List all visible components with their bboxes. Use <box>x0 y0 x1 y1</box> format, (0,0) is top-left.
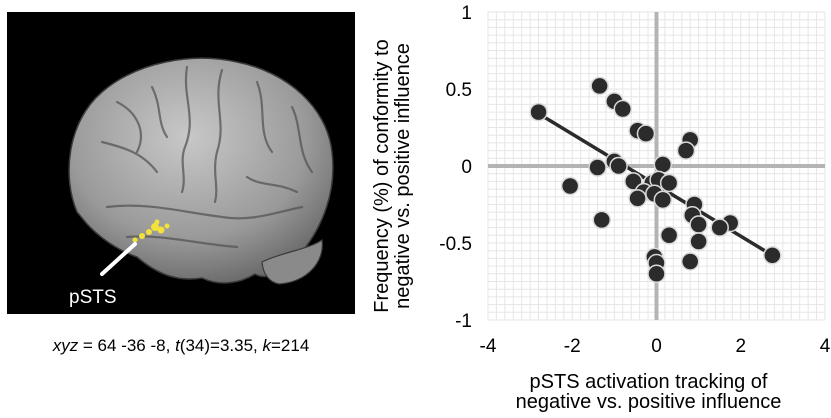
data-point <box>710 218 729 237</box>
sulci-lines <box>100 65 314 249</box>
data-point <box>763 246 782 265</box>
y-tick-label: 0 <box>461 157 472 178</box>
data-point <box>613 99 633 119</box>
x-tick-label: 0 <box>651 336 662 357</box>
data-point <box>680 252 700 271</box>
caption-cluster-size: =214 <box>271 336 310 355</box>
data-point <box>590 76 609 96</box>
data-point <box>592 210 611 230</box>
data-point <box>659 173 679 193</box>
brain-image-panel: pSTS <box>7 12 355 314</box>
data-point <box>689 232 708 251</box>
cortex-shape <box>68 57 334 284</box>
y-tick-label: -0.5 <box>439 234 472 255</box>
y-axis-label: negative vs. positive influence <box>392 43 414 309</box>
data-point <box>588 158 607 177</box>
data-point <box>529 102 548 122</box>
caption-var-xyz: xyz <box>52 336 79 355</box>
scatter-chart: -4 -2 0 2 4 1 0.5 0 -0.5 -1 pSTS activation track… <box>360 0 831 413</box>
caption-var-t: t <box>175 336 180 355</box>
data-point <box>636 124 656 143</box>
brain-lateral-view-icon: pSTS <box>68 57 334 308</box>
cerebellum-shape <box>261 238 323 285</box>
data-point <box>609 156 628 176</box>
caption-coords: = 64 -36 -8, <box>78 336 176 355</box>
data-point <box>653 190 673 210</box>
scatter-plot-svg: -4 -2 0 2 4 1 0.5 0 -0.5 -1 pSTS activation track… <box>371 3 831 413</box>
x-tick-label: -2 <box>564 336 581 357</box>
activation-cluster <box>132 219 170 243</box>
roi-pointer-line <box>100 242 137 276</box>
y-tick-label: 1 <box>461 3 472 24</box>
x-axis-label: negative vs. positive influence <box>516 391 782 413</box>
data-point <box>653 155 673 174</box>
x-tick-label: 4 <box>820 336 831 357</box>
x-axis-label: pSTS activation tracking of <box>530 371 768 393</box>
roi-label: pSTS <box>69 287 117 308</box>
data-point <box>676 141 696 160</box>
x-tick-label: -4 <box>480 336 497 357</box>
x-tick-label: 2 <box>735 336 746 357</box>
data-point <box>689 215 708 234</box>
data-point <box>628 189 647 208</box>
data-points <box>529 76 782 284</box>
tick-labels: -4 -2 0 2 4 1 0.5 0 -0.5 -1 <box>439 3 830 357</box>
data-point <box>647 264 666 284</box>
data-point <box>659 226 679 245</box>
brain-caption: xyz = 64 -36 -8, t(34)=3.35, k=214 <box>7 336 355 356</box>
y-tick-label: 0.5 <box>446 80 472 101</box>
y-axis-label: Frequency (%) of conformity to <box>371 39 393 312</box>
y-tick-label: -1 <box>455 311 472 332</box>
caption-tstat: (34)=3.35, <box>179 336 263 355</box>
data-point <box>560 176 580 196</box>
caption-var-k: k <box>262 336 272 355</box>
